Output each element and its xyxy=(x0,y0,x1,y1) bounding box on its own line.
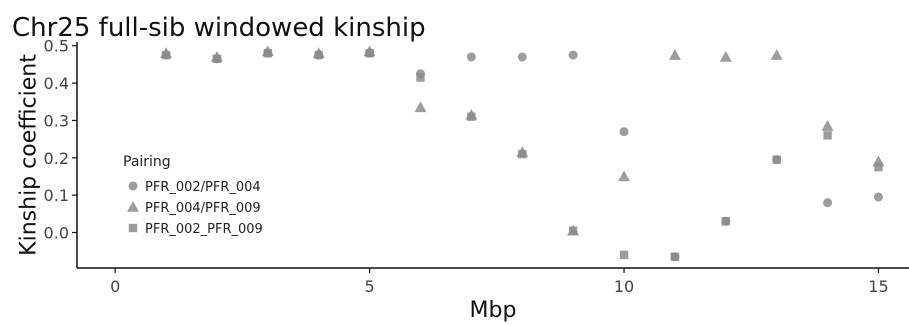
x-axis-title: Mbp xyxy=(470,298,517,323)
square-point xyxy=(314,50,323,60)
circle-point xyxy=(517,52,527,62)
square-point xyxy=(874,162,883,172)
triangle-point xyxy=(719,50,732,62)
triangle-point xyxy=(414,101,427,113)
x-tick-label: 10 xyxy=(614,277,634,296)
square-point xyxy=(670,252,680,261)
series-group xyxy=(160,45,885,236)
legend-key-triangle xyxy=(127,201,139,212)
square-point xyxy=(212,54,222,64)
square-point xyxy=(772,155,781,164)
triangle-point xyxy=(668,49,681,60)
y-tick-label: 0.0 xyxy=(44,224,69,243)
square-point xyxy=(467,112,476,121)
y-axis-title: Kinship coefficient xyxy=(17,54,42,256)
legend: Pairing PFR_002/PFR_004PFR_004/PFR_009PF… xyxy=(123,154,263,237)
square-point xyxy=(823,131,832,140)
square-point xyxy=(161,50,171,60)
circle-point xyxy=(466,52,476,62)
y-tick-label: 0.3 xyxy=(44,111,69,130)
triangle-point xyxy=(821,120,834,131)
triangle-point xyxy=(770,49,783,60)
y-tick-label: 0.2 xyxy=(44,149,69,168)
y-tick-label: 0.4 xyxy=(44,74,69,93)
y-tick-label: 0.5 xyxy=(44,37,69,56)
legend-items: PFR_002/PFR_004 PFR_004/PFR_009 PFR_002_PF… xyxy=(127,180,263,237)
triangle-point xyxy=(618,170,631,182)
legend-label: PFR_004/PFR_009 xyxy=(145,201,261,216)
data-points xyxy=(160,45,885,262)
circle-point xyxy=(568,50,578,60)
chart-title: Chr25 full-sib windowed kinship xyxy=(12,13,426,43)
circle-point xyxy=(619,127,629,137)
y-tick-label: 0.1 xyxy=(44,186,69,205)
x-tick-label: 15 xyxy=(868,277,888,296)
square-point xyxy=(263,49,273,58)
square-point xyxy=(619,250,629,260)
axis-ticks: 0 5 10 15 0.0 0.1 0.2 0.3 0.4 0.5 xyxy=(44,37,889,296)
square-point xyxy=(416,73,425,82)
legend-key-circle xyxy=(128,181,138,191)
square-point xyxy=(518,149,527,159)
legend-label: PFR_002/PFR_004 xyxy=(145,180,261,195)
legend-label: PFR_002_PFR_009 xyxy=(145,222,263,237)
square-point xyxy=(721,217,731,226)
x-tick-label: 0 xyxy=(110,277,120,296)
series-group xyxy=(161,49,883,261)
legend-key-square xyxy=(128,223,138,233)
square-point xyxy=(365,49,374,58)
legend-title: Pairing xyxy=(123,154,171,170)
circle-point xyxy=(873,192,883,202)
square-point xyxy=(568,226,578,235)
x-tick-label: 5 xyxy=(365,277,375,296)
circle-point xyxy=(823,198,833,208)
